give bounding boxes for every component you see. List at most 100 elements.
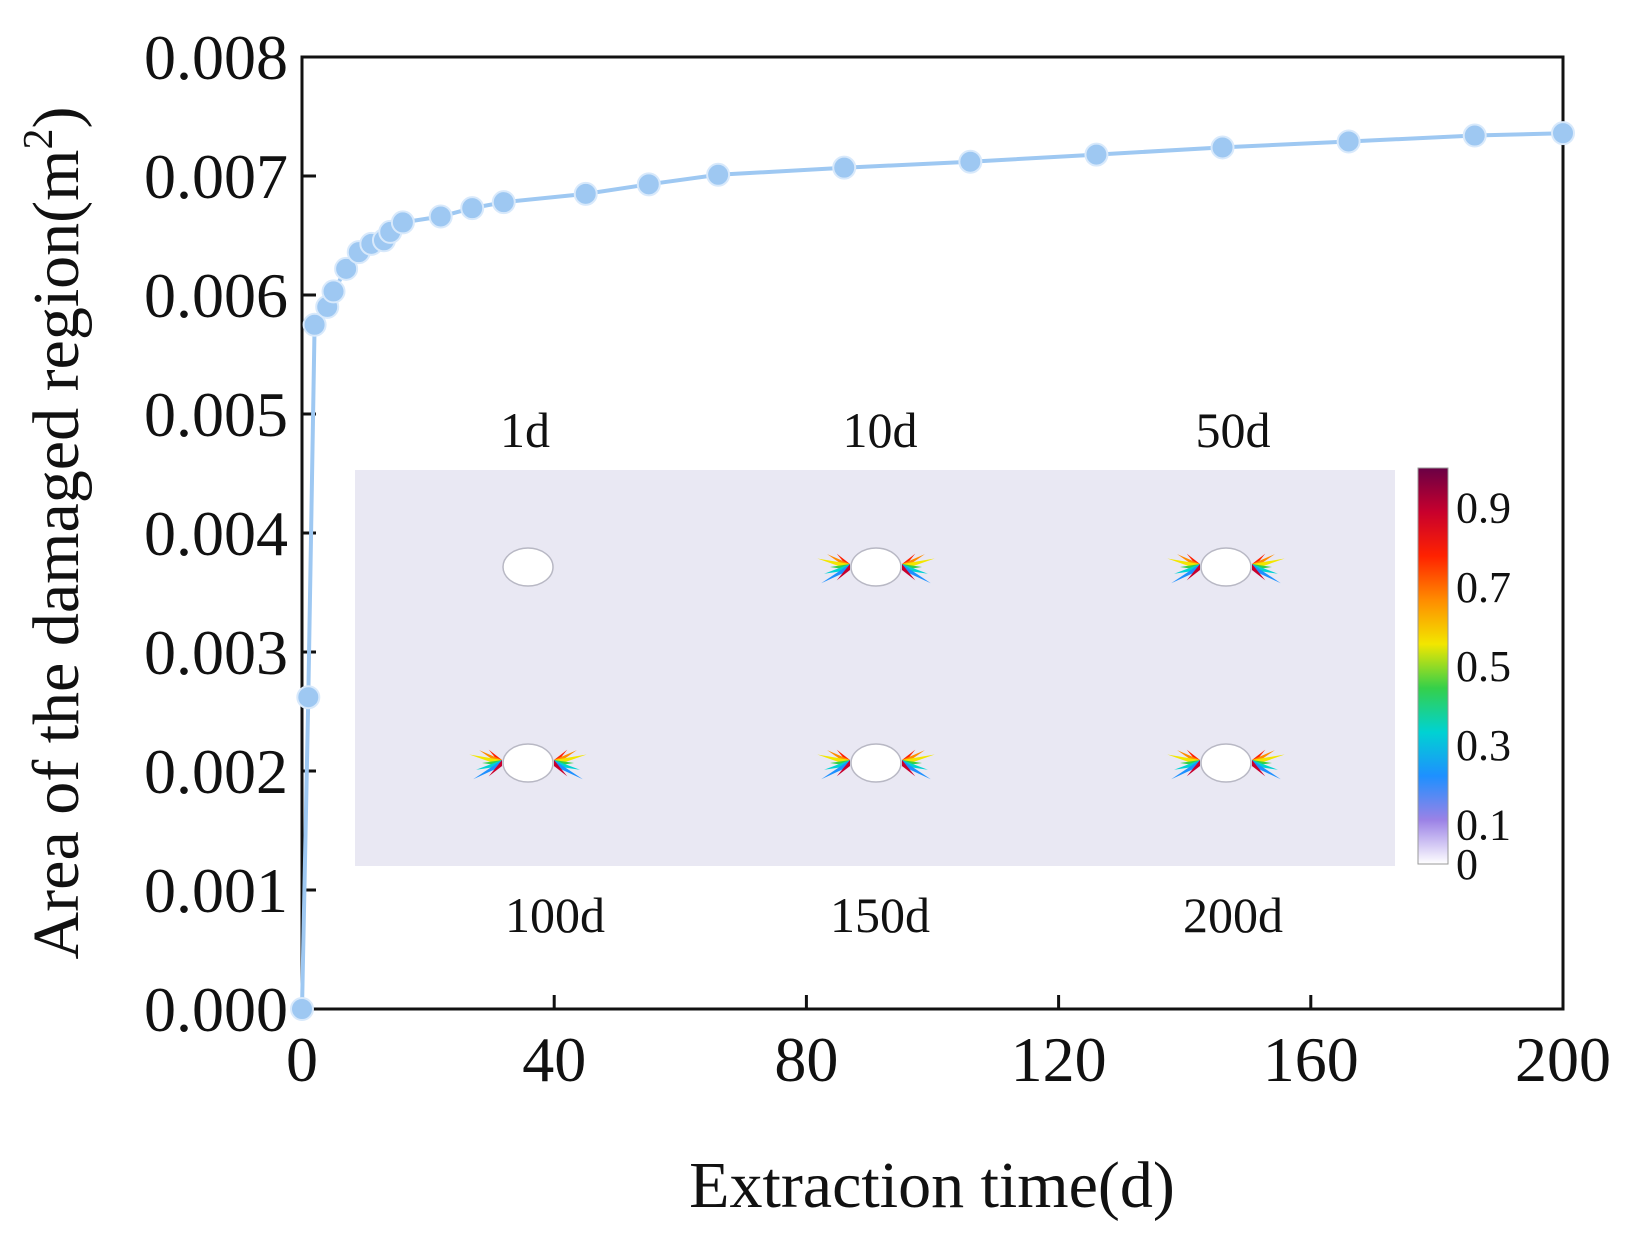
data-point bbox=[428, 204, 453, 229]
y-axis-title: Area of the damaged region(m2) bbox=[16, 107, 93, 960]
damage-spike bbox=[479, 750, 502, 766]
inset-background bbox=[355, 470, 1395, 866]
damage-spike bbox=[554, 760, 568, 777]
y-tick-label: 0.002 bbox=[144, 736, 288, 807]
damage-map-150d bbox=[817, 743, 935, 783]
damage-spike bbox=[902, 760, 928, 770]
damage-spike bbox=[821, 760, 850, 780]
damage-spike bbox=[554, 760, 583, 780]
y-tick-label: 0.000 bbox=[144, 974, 288, 1045]
damage-map-200d bbox=[1167, 743, 1285, 783]
colorbar-ticks: 0.9 0.7 0.5 0.3 0.10 bbox=[1456, 484, 1511, 889]
damage-spike bbox=[902, 760, 931, 780]
y-tick-label: 0.004 bbox=[144, 498, 288, 569]
y-axis: 0.000 0.001 0.002 0.003 0.004 0.005 0.006 0.007… bbox=[144, 22, 316, 1045]
damage-spike bbox=[902, 749, 916, 766]
damage-spike bbox=[1167, 754, 1200, 766]
y-axis-title-main: Area of the damaged region(m bbox=[20, 150, 93, 960]
damage-spike bbox=[1252, 760, 1266, 777]
x-tick-label: 120 bbox=[1011, 1024, 1107, 1095]
damage-map-10d bbox=[817, 547, 935, 587]
data-point bbox=[706, 162, 731, 187]
x-tick-label: 0 bbox=[286, 1024, 318, 1095]
damage-map-100d bbox=[469, 743, 587, 783]
borehole bbox=[850, 547, 902, 587]
panel-label-10d: 10d bbox=[843, 402, 918, 458]
damage-spike bbox=[836, 760, 850, 777]
damage-spike bbox=[824, 564, 850, 574]
data-point bbox=[832, 155, 857, 180]
data-point bbox=[1210, 135, 1235, 160]
data-point bbox=[302, 312, 327, 337]
damage-spike bbox=[488, 760, 502, 777]
colorbar-tick-label: 0.5 bbox=[1456, 642, 1511, 691]
damage-spike bbox=[1177, 750, 1200, 766]
borehole bbox=[502, 547, 554, 587]
damage-spike bbox=[902, 553, 916, 570]
damage-spike bbox=[1174, 760, 1200, 770]
borehole bbox=[1200, 547, 1252, 587]
borehole bbox=[1200, 743, 1252, 783]
damage-map-1d bbox=[502, 547, 554, 587]
borehole bbox=[850, 743, 902, 783]
damage-spike bbox=[902, 750, 925, 766]
damage-spike bbox=[902, 564, 928, 574]
data-point bbox=[491, 190, 516, 215]
damage-spike bbox=[1186, 760, 1200, 777]
damage-spike bbox=[836, 749, 850, 766]
series-layer bbox=[290, 121, 1575, 1021]
colorbar-tick-label: 0 bbox=[1456, 840, 1478, 889]
data-point bbox=[460, 196, 485, 221]
y-tick-label: 0.005 bbox=[144, 379, 288, 450]
data-point bbox=[636, 172, 661, 197]
colorbar-tick-label: 0.9 bbox=[1456, 484, 1511, 533]
panel-label-1d: 1d bbox=[500, 402, 550, 458]
damage-spike bbox=[554, 760, 580, 770]
damage-spike bbox=[821, 564, 850, 584]
x-axis-title: Extraction time(d) bbox=[689, 1149, 1175, 1222]
data-point bbox=[1462, 123, 1487, 148]
damage-spike bbox=[1252, 760, 1278, 770]
damage-spike bbox=[1171, 564, 1200, 584]
y-tick-label: 0.008 bbox=[144, 22, 288, 93]
damage-spike bbox=[1252, 754, 1285, 766]
y-axis-title-close: ) bbox=[20, 107, 93, 129]
damage-spike bbox=[1252, 564, 1266, 581]
x-axis: 0 40 80 120 160 200 bbox=[286, 995, 1611, 1095]
y-tick-label: 0.006 bbox=[144, 260, 288, 331]
damage-spike bbox=[827, 554, 850, 570]
damage-spike bbox=[1252, 558, 1285, 570]
damage-spike bbox=[473, 760, 502, 780]
damage-spike bbox=[902, 564, 916, 581]
data-point bbox=[1551, 121, 1575, 146]
damage-spike bbox=[1171, 760, 1200, 780]
damage-spike bbox=[554, 749, 568, 766]
panel-label-200d: 200d bbox=[1183, 887, 1283, 943]
damage-spike bbox=[836, 564, 850, 581]
panel-label-50d: 50d bbox=[1196, 402, 1271, 458]
damage-spike bbox=[824, 760, 850, 770]
damage-spike bbox=[902, 564, 931, 584]
data-point bbox=[390, 210, 415, 235]
damage-spike bbox=[1252, 760, 1281, 780]
x-tick-label: 160 bbox=[1263, 1024, 1359, 1095]
damage-spike bbox=[827, 750, 850, 766]
panel-label-150d: 150d bbox=[830, 887, 930, 943]
damage-spike bbox=[1177, 554, 1200, 570]
damage-spike bbox=[554, 750, 577, 766]
damage-spike bbox=[1186, 564, 1200, 581]
panel-label-100d: 100d bbox=[505, 887, 605, 943]
borehole bbox=[502, 743, 554, 783]
x-tick-label: 40 bbox=[522, 1024, 586, 1095]
damage-spike bbox=[836, 553, 850, 570]
data-point bbox=[958, 149, 983, 174]
colorbar-tick-label: 0.3 bbox=[1456, 721, 1511, 770]
data-point bbox=[296, 685, 321, 710]
damage-spike bbox=[1167, 558, 1200, 570]
data-point bbox=[1084, 142, 1109, 167]
colorbar-tick-label: 0.1 bbox=[1456, 800, 1511, 849]
damage-spike bbox=[476, 760, 502, 770]
damage-spike bbox=[1252, 554, 1275, 570]
damage-spike bbox=[902, 760, 916, 777]
data-point bbox=[321, 279, 346, 304]
